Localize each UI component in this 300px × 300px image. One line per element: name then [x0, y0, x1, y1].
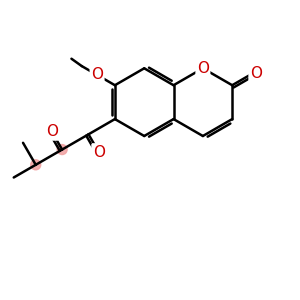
Text: O: O	[197, 61, 209, 76]
Text: O: O	[46, 124, 58, 139]
Circle shape	[57, 145, 67, 154]
Circle shape	[31, 160, 41, 170]
Text: O: O	[91, 68, 103, 82]
Text: O: O	[250, 66, 262, 81]
Text: O: O	[93, 145, 105, 160]
